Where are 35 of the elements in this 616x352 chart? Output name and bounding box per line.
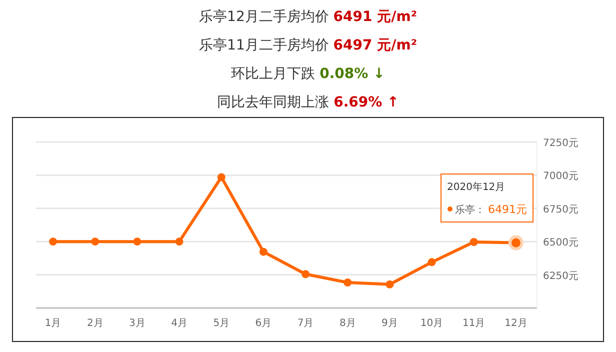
annotation: 同比去年同期上涨 6.69% ↑ <box>217 94 399 110</box>
point <box>470 238 478 246</box>
x-tick-label: 3月 <box>129 318 146 329</box>
y-tick-label: 7250元 <box>543 138 578 149</box>
y-tick-label: 6750元 <box>543 204 578 216</box>
title: 乐亭12月二手房均价 6491 元/m² <box>199 9 417 25</box>
point <box>259 248 268 256</box>
point <box>133 238 142 246</box>
x-tick-label: 5月 <box>213 318 230 329</box>
x-tick-label: 6月 <box>255 318 272 329</box>
y-tick-label: 7000元 <box>543 171 578 182</box>
y-tick-label: 6500元 <box>543 238 578 249</box>
x-tick-label: 4月 <box>171 318 188 329</box>
data-label: 6491元 <box>488 203 527 216</box>
point <box>344 278 352 286</box>
annotation: 环比上月下跌 0.08% ↓ <box>231 66 385 82</box>
point <box>91 238 100 246</box>
x-tick-label: 8月 <box>339 318 356 329</box>
x-tick-label: 11月 <box>462 318 486 329</box>
x-tick-label: 9月 <box>382 318 398 329</box>
legend-label: 乐亭： <box>455 204 485 216</box>
point <box>302 270 310 278</box>
point <box>428 258 436 266</box>
annotation: 2020年12月 <box>447 181 506 193</box>
x-tick-label: 12月 <box>504 318 528 329</box>
point <box>49 238 58 246</box>
point <box>217 173 226 182</box>
x-tick-label: 10月 <box>420 318 444 329</box>
y-tick-label: 6250元 <box>543 270 578 282</box>
x-tick-label: 7月 <box>297 318 314 329</box>
x-tick-label: 1月 <box>44 318 62 329</box>
subtitle: 乐亭11月二手房均价 6497 元/m² <box>199 38 417 54</box>
point <box>386 280 394 288</box>
x-tick-label: 2月 <box>86 318 104 329</box>
point <box>175 238 184 246</box>
